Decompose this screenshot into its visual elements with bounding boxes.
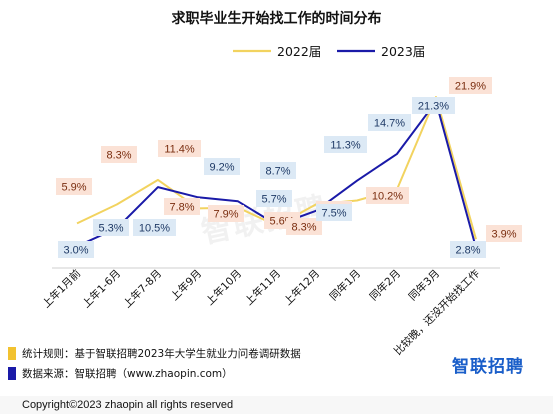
data-label-box: [366, 187, 409, 204]
data-label-text: 7.5%: [321, 208, 346, 220]
data-label-2023届-5: 5.7%: [256, 190, 292, 207]
data-label-box: [316, 204, 352, 221]
x-tick-label: 同年3月: [406, 267, 442, 303]
data-label-text: 3.0%: [63, 245, 88, 257]
footnote-rule-text: 统计规则：基于智联招聘2023年大学生就业力问卷调研数据: [22, 348, 301, 360]
data-label-text: 9.2%: [209, 162, 234, 174]
data-label-2023届-7: 11.3%: [324, 136, 367, 153]
data-label-2022届-6: 8.3%: [286, 218, 322, 235]
data-label-2023届-1: 5.3%: [93, 219, 129, 236]
data-label-box: [450, 241, 486, 258]
brand-logo: 智联招聘: [452, 357, 524, 377]
data-label-box: [133, 219, 176, 236]
footnote-source-text: 数据来源：智联招聘（www.zhaopin.com）: [22, 368, 233, 380]
data-label-2022届-8: 10.2%: [366, 187, 409, 204]
data-label-box: [486, 225, 522, 242]
data-label-box: [412, 97, 455, 114]
data-label-text: 7.9%: [213, 209, 238, 221]
data-label-text: 8.3%: [291, 222, 316, 234]
data-label-text: 11.4%: [164, 144, 195, 156]
chart-title: 求职毕业生开始找工作的时间分布: [171, 11, 382, 27]
data-label-text: 2.8%: [455, 245, 480, 257]
data-label-box: [58, 241, 94, 258]
data-label-text: 21.9%: [455, 81, 486, 93]
data-label-2023届-9: 21.3%: [412, 97, 455, 114]
data-label-2022届-10: 3.9%: [486, 225, 522, 242]
data-label-text: 21.3%: [418, 101, 449, 113]
x-tick-label: 上年11月: [242, 267, 283, 308]
data-label-box: [158, 140, 201, 157]
data-label-box: [56, 178, 92, 195]
data-label-2022届-3: 7.8%: [164, 198, 200, 215]
data-label-box: [324, 136, 367, 153]
data-label-2022届-9: 21.9%: [449, 77, 492, 94]
data-labels: 5.9%8.3%11.4%7.8%7.9%5.6%8.3%8.8%10.2%21…: [56, 77, 522, 258]
data-label-box: [368, 114, 411, 131]
footnote-rule: 统计规则：基于智联招聘2023年大学生就业力问卷调研数据: [8, 346, 301, 361]
data-label-text: 5.3%: [98, 223, 123, 235]
footnote-rule-marker: [8, 347, 16, 360]
x-tick-label: 同年1月: [327, 267, 363, 303]
data-label-box: [208, 205, 244, 222]
data-label-text: 14.7%: [374, 118, 405, 130]
data-label-2023届-0: 3.0%: [58, 241, 94, 258]
x-tick-label: 上年1-6月: [80, 267, 124, 311]
data-label-text: 5.7%: [261, 194, 286, 206]
legend-label-2023届: 2023届: [381, 44, 425, 59]
data-label-2023届-4: 8.7%: [260, 162, 296, 179]
data-label-text: 8.3%: [106, 150, 131, 162]
data-label-box: [286, 218, 322, 235]
data-label-box: [164, 198, 200, 215]
x-tick-label: 上年12月: [281, 267, 322, 308]
data-label-box: [204, 158, 240, 175]
footnote-source-marker: [8, 367, 16, 380]
data-label-text: 8.7%: [265, 166, 290, 178]
data-label-2023届-10: 2.8%: [450, 241, 486, 258]
legend: 2022届 2023届: [233, 44, 425, 59]
data-label-2023届-2: 10.5%: [133, 219, 176, 236]
data-label-2022届-2: 11.4%: [158, 140, 201, 157]
data-label-box: [93, 219, 129, 236]
footnote-source: 数据来源：智联招聘（www.zhaopin.com）: [8, 366, 233, 381]
data-label-2022届-4: 7.9%: [208, 205, 244, 222]
data-label-2023届-3: 9.2%: [204, 158, 240, 175]
data-label-box: [256, 190, 292, 207]
data-label-box: [101, 146, 137, 163]
data-label-box: [260, 162, 296, 179]
copyright: Copyright©2023 zhaopin all rights reserv…: [0, 396, 553, 414]
data-label-box: [449, 77, 492, 94]
data-label-2023届-8: 14.7%: [368, 114, 411, 131]
data-label-2022届-0: 5.9%: [56, 178, 92, 195]
data-label-2022届-1: 8.3%: [101, 146, 137, 163]
data-label-text: 3.9%: [491, 229, 516, 241]
data-label-2023届-6: 7.5%: [316, 204, 352, 221]
x-tick-label: 上年7-8月: [121, 267, 165, 311]
x-tick-label: 上年1月前: [40, 267, 84, 311]
data-label-text: 10.2%: [372, 191, 403, 203]
data-label-text: 10.5%: [139, 223, 170, 235]
x-tick-label: 上年9月: [168, 267, 204, 303]
x-tick-label: 上年10月: [203, 267, 244, 308]
data-label-text: 5.9%: [61, 182, 86, 194]
x-tick-label: 同年2月: [367, 267, 403, 303]
data-label-text: 11.3%: [330, 140, 361, 152]
data-label-text: 7.8%: [169, 202, 194, 214]
legend-label-2022届: 2022届: [277, 44, 321, 59]
